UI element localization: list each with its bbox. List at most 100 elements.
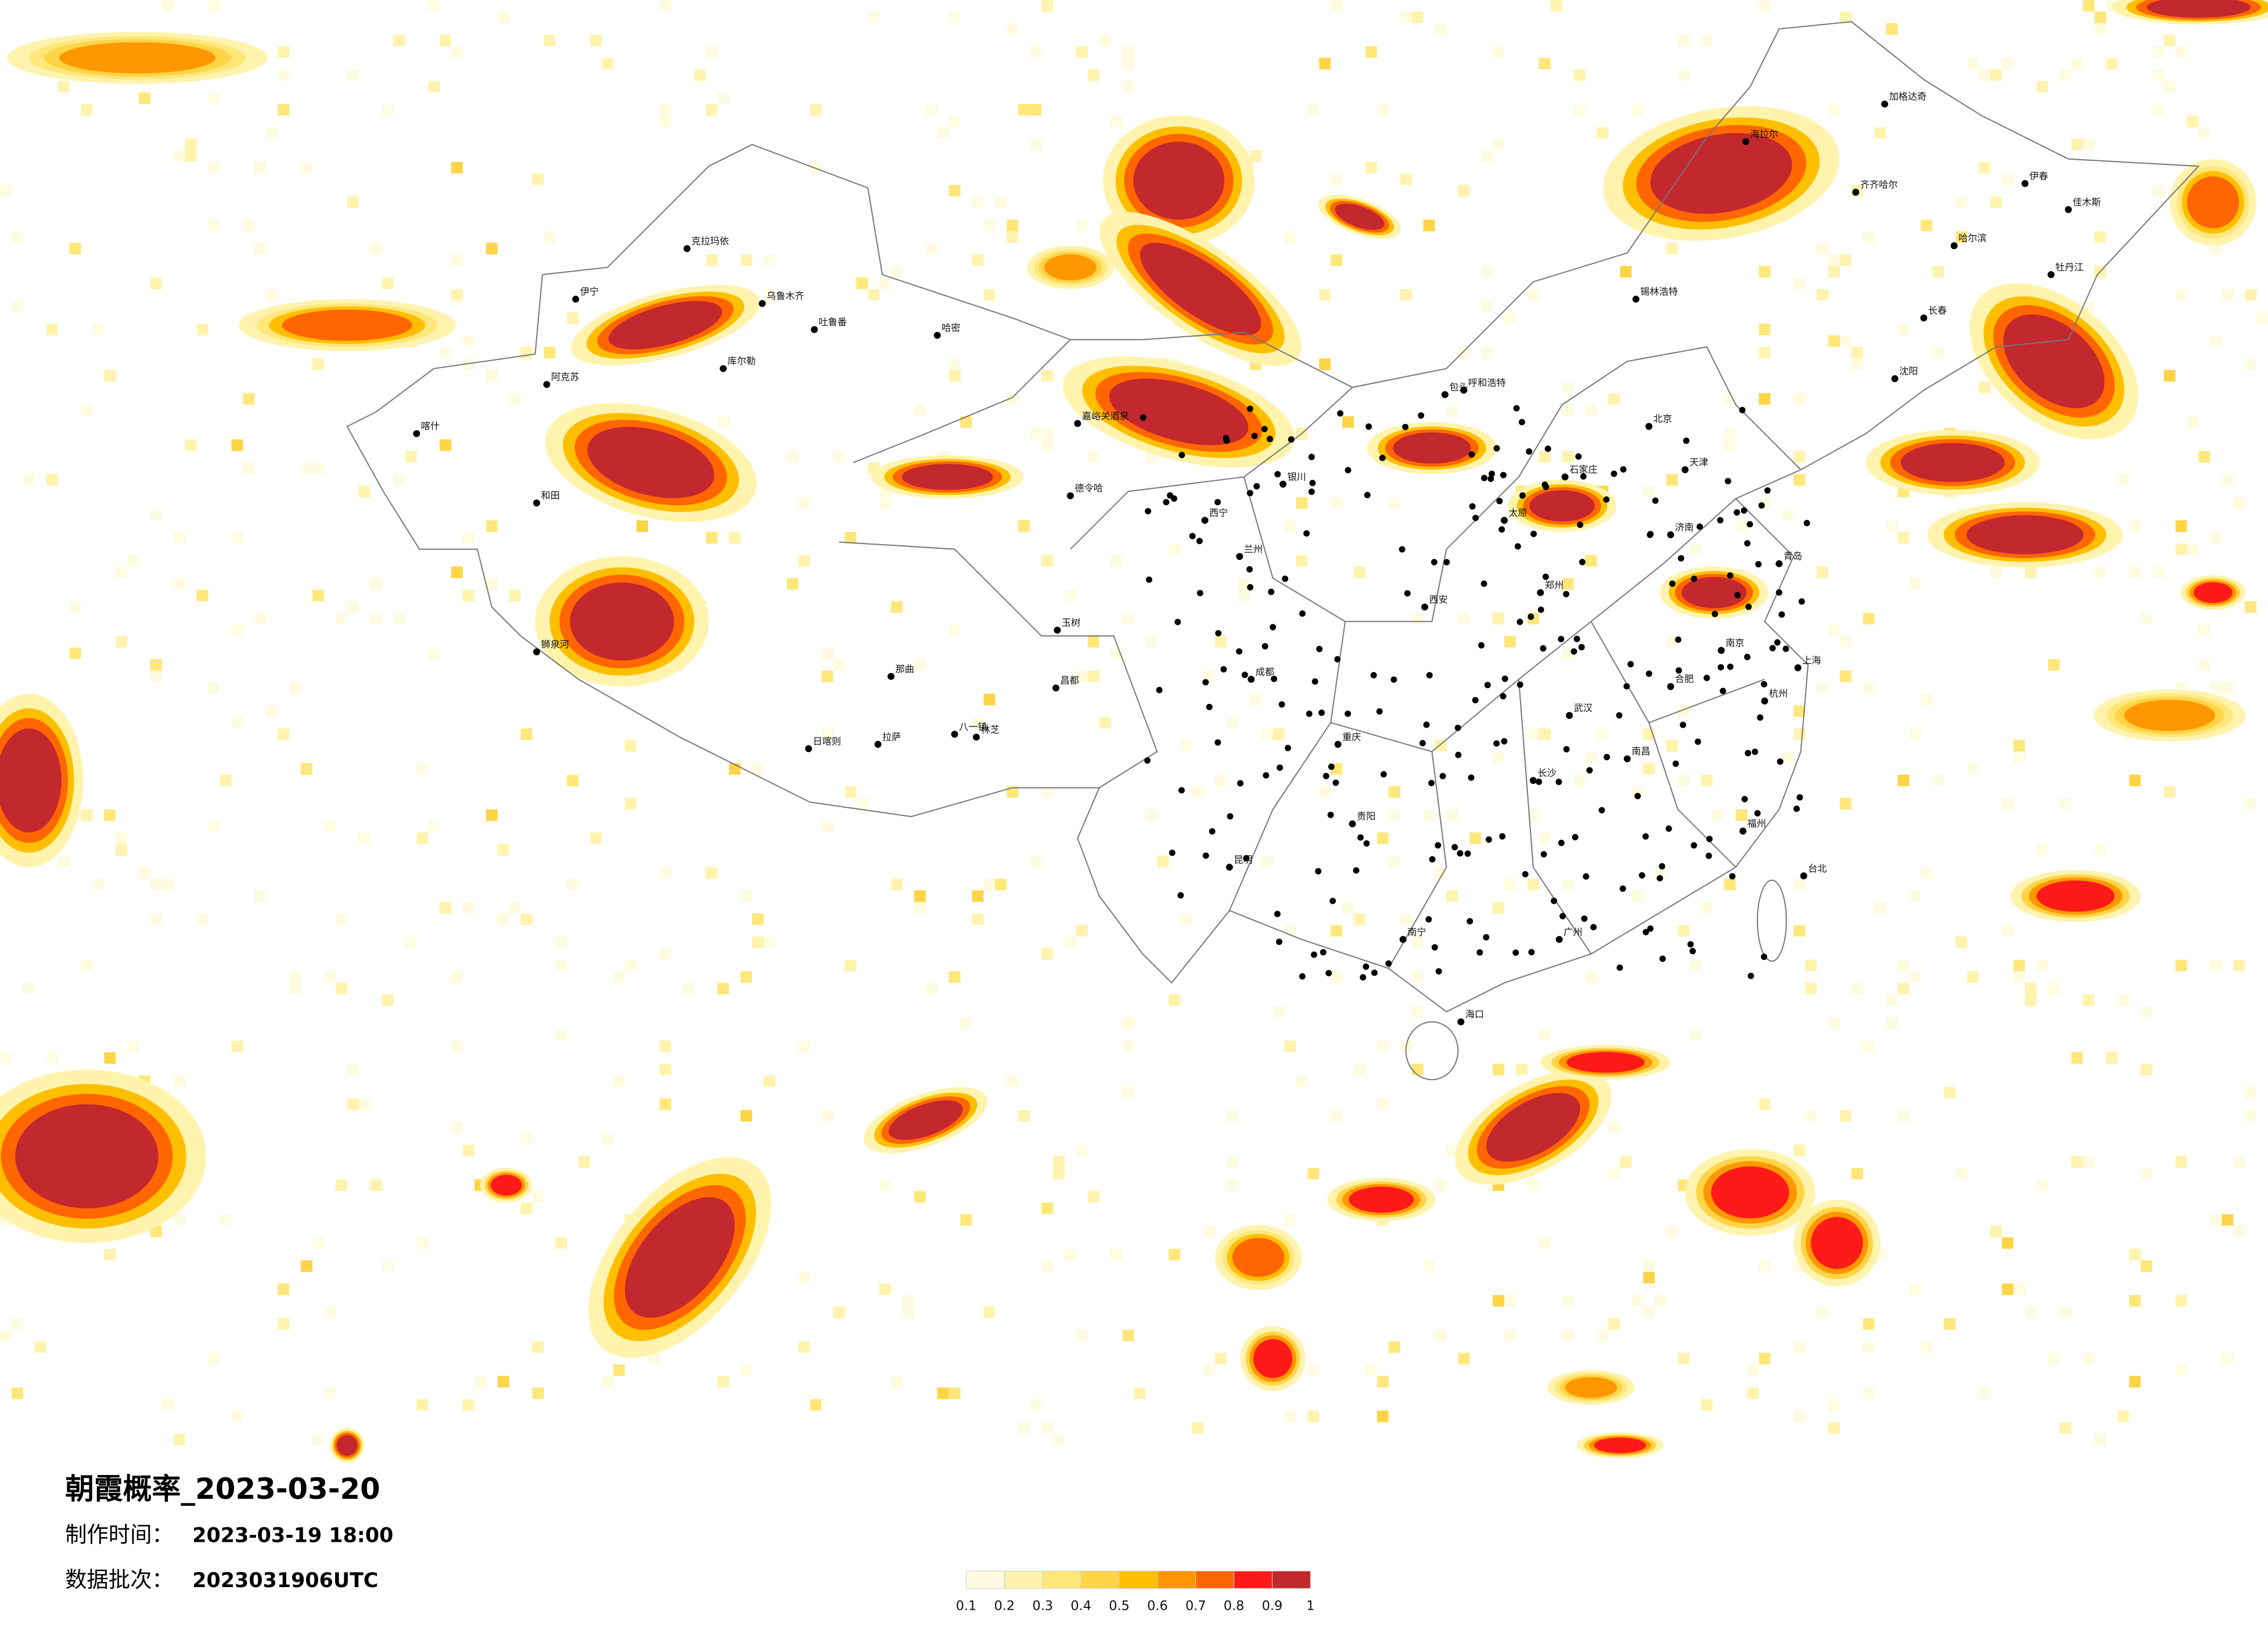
- heat-cell: [2083, 0, 2095, 12]
- heat-cell: [440, 902, 452, 913]
- heat-cell: [405, 936, 417, 948]
- heat-cell: [520, 347, 533, 359]
- heat-cell: [1874, 127, 1886, 139]
- city-dot: [1744, 540, 1751, 547]
- heat-cell: [81, 104, 93, 116]
- heat-cell: [1839, 335, 1852, 347]
- city-dot: [1426, 672, 1433, 679]
- city-label: 海拉尔: [1750, 128, 1778, 139]
- heat-cell: [2222, 474, 2234, 486]
- heat-cell: [1331, 173, 1343, 185]
- heat-cell: [2106, 1052, 2118, 1064]
- heat-cell: [972, 717, 984, 729]
- heat-cell: [46, 474, 58, 486]
- heat-cell: [1261, 855, 1273, 868]
- heat-cell: [752, 913, 764, 925]
- city-dot: [1429, 856, 1436, 863]
- heat-cell: [844, 531, 857, 544]
- heat-cell: [2175, 46, 2187, 58]
- city-label: 杭州: [1769, 688, 1788, 699]
- city-label: 包头: [1449, 382, 1468, 393]
- heat-cell: [1839, 1110, 1852, 1122]
- city-dot: [1512, 949, 1519, 956]
- city-dot: [1144, 757, 1151, 764]
- heat-cell: [1944, 1087, 1956, 1099]
- heat-cell: [995, 879, 1007, 891]
- heat-cell: [347, 196, 359, 208]
- heat-cell: [2048, 983, 2060, 995]
- heat-cell: [1376, 104, 1389, 116]
- heat-blob: [2187, 176, 2240, 229]
- heat-cell: [706, 46, 718, 58]
- heat-cell: [1527, 289, 1539, 301]
- city-dot: [1253, 483, 1260, 490]
- city-dot: [1774, 639, 1781, 646]
- city-dot: [1263, 772, 1270, 779]
- city-dot: [1332, 779, 1339, 786]
- heat-cell: [1562, 647, 1574, 659]
- heat-cell: [741, 1110, 753, 1122]
- heat-cell: [2129, 1249, 2141, 1261]
- city-dot: [1705, 852, 1712, 859]
- heat-cell: [116, 832, 128, 844]
- heat-cell: [1076, 220, 1088, 232]
- heat-cell: [1562, 1329, 1574, 1341]
- city-dot: [1746, 521, 1753, 528]
- heat-cell: [1018, 1110, 1030, 1122]
- heat-cell: [1655, 867, 1666, 879]
- city-dot: [1201, 517, 1209, 524]
- heat-cell: [2245, 358, 2257, 370]
- city-dot: [1493, 445, 1500, 452]
- city-dot: [1457, 1018, 1465, 1026]
- heat-blob: [2146, 0, 2251, 18]
- heat-cell: [2245, 797, 2257, 810]
- heat-cell: [2175, 959, 2187, 972]
- heat-cell: [520, 1133, 533, 1145]
- heat-cell: [173, 1433, 185, 1445]
- heat-cell: [393, 613, 405, 625]
- heat-cell: [278, 728, 290, 740]
- city-dot: [759, 300, 766, 307]
- heat-cell: [0, 185, 12, 197]
- heat-cell: [1597, 127, 1609, 139]
- heat-cell: [914, 404, 926, 416]
- heat-blob: [1594, 1437, 1647, 1454]
- heat-cell: [1677, 775, 1690, 786]
- city-dot: [1696, 523, 1703, 530]
- colorbar-box: [1042, 1570, 1081, 1589]
- heat-cell: [1631, 890, 1644, 902]
- heat-cell: [2094, 11, 2107, 23]
- heat-cell: [208, 682, 220, 694]
- city-dot: [1480, 580, 1487, 587]
- city-dot: [1852, 189, 1860, 196]
- city-dot: [1371, 969, 1378, 976]
- heat-cell: [948, 1387, 961, 1400]
- heat-cell: [925, 104, 937, 116]
- city-dot: [1598, 807, 1605, 814]
- city-dot: [1236, 553, 1243, 560]
- heat-cell: [231, 1411, 243, 1423]
- heat-cell: [1597, 728, 1609, 740]
- heat-cell: [821, 670, 833, 682]
- heat-cell: [1759, 323, 1771, 336]
- heat-cell: [324, 971, 336, 983]
- city-dot: [1248, 675, 1255, 683]
- city-dot: [1418, 412, 1425, 419]
- heat-cell: [798, 1272, 810, 1284]
- heat-cell: [1331, 924, 1343, 937]
- city-dot: [1586, 767, 1593, 774]
- heat-cell: [1145, 636, 1158, 648]
- city-dot: [1146, 576, 1152, 583]
- heat-cell: [2222, 1214, 2234, 1226]
- city-dot: [1309, 480, 1316, 487]
- city-label: 青岛: [1784, 551, 1802, 562]
- heat-blob: [1565, 1377, 1618, 1398]
- heat-cell: [1203, 1364, 1215, 1376]
- heat-cell: [1956, 1168, 1967, 1179]
- heat-cell: [1504, 312, 1516, 324]
- heat-cell: [1261, 728, 1273, 740]
- city-dot: [805, 745, 813, 753]
- city-dot: [1261, 426, 1268, 433]
- city-dot: [1243, 855, 1250, 862]
- heat-cell: [821, 647, 833, 659]
